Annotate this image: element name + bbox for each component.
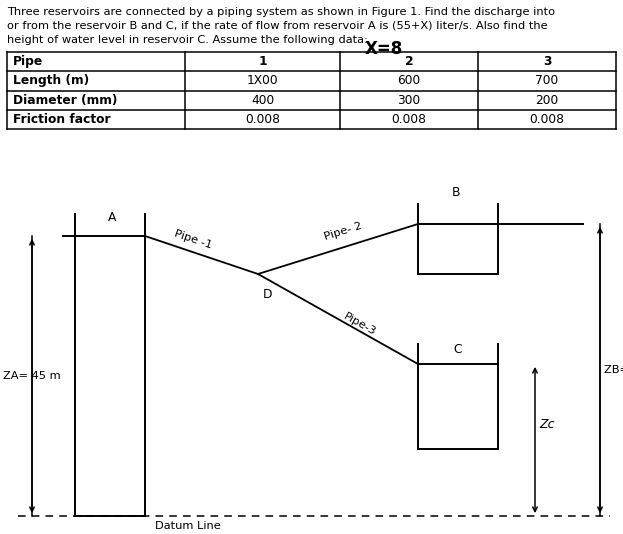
Text: Datum Line: Datum Line [155,521,221,531]
Text: A: A [108,211,116,224]
Text: 200: 200 [535,93,559,107]
Text: 300: 300 [397,93,421,107]
Text: 0.008: 0.008 [245,113,280,126]
Text: Three reservoirs are connected by a piping system as shown in Figure 1. Find the: Three reservoirs are connected by a pipi… [7,7,555,17]
Text: Length (m): Length (m) [13,74,89,88]
Text: 0.008: 0.008 [530,113,564,126]
Text: Pipe- 2: Pipe- 2 [323,221,363,241]
Text: B: B [452,186,460,199]
Text: 1: 1 [258,55,267,68]
Text: Pipe: Pipe [13,55,43,68]
Text: Zc: Zc [539,419,554,431]
Text: 0.008: 0.008 [391,113,427,126]
Text: 2: 2 [405,55,413,68]
Text: 400: 400 [251,93,274,107]
Text: height of water level in reservoir C. Assume the following data:: height of water level in reservoir C. As… [7,35,368,45]
Text: ZB= 40 m: ZB= 40 m [604,365,623,375]
Text: 700: 700 [535,74,559,88]
Text: Pipe -1: Pipe -1 [173,228,214,250]
Text: Pipe-3: Pipe-3 [342,311,378,337]
Text: Diameter (mm): Diameter (mm) [13,93,117,107]
Text: 3: 3 [543,55,551,68]
Text: C: C [454,343,462,356]
Text: ZA= 45 m: ZA= 45 m [3,371,60,381]
Text: 600: 600 [397,74,421,88]
Text: or from the reservoir B and C, if the rate of flow from reservoir A is (55+X) li: or from the reservoir B and C, if the ra… [7,21,548,31]
Text: 1X00: 1X00 [247,74,278,88]
Text: X=8: X=8 [365,40,403,58]
Text: Friction factor: Friction factor [13,113,111,126]
Text: D: D [263,288,272,301]
